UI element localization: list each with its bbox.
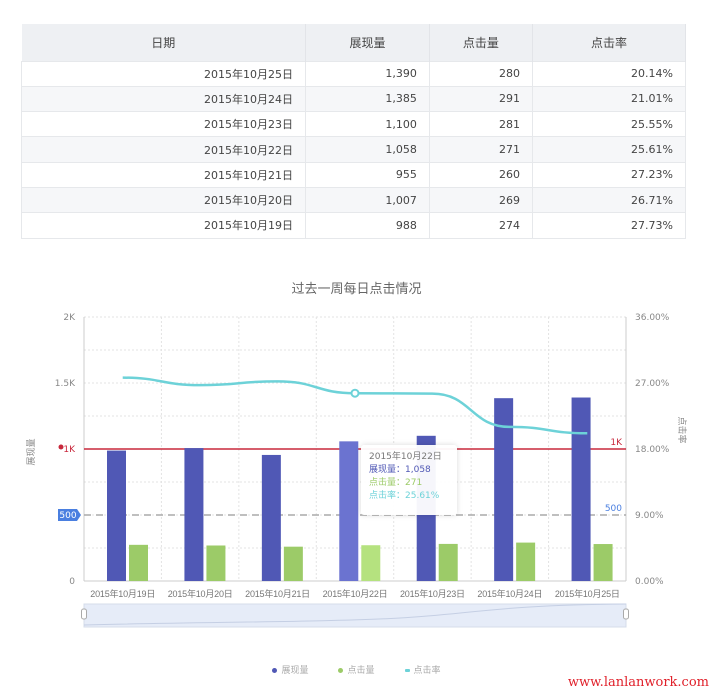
y-axis-label: 展现量 (26, 438, 37, 465)
table-cell: 274 (428, 212, 533, 239)
table-cell: 27.73% (531, 212, 687, 239)
legend: 展现量 点击量 点击率 (0, 663, 713, 676)
data-table: 日期 展现量 点击量 点击率 2015年10月25日 1,390 280 20.14% 201… (21, 24, 687, 239)
tooltip-title: 2015年10月22日 (369, 452, 442, 462)
line-ctr (122, 376, 588, 435)
table-cell: 1,100 (305, 111, 430, 138)
bar-clicks (283, 546, 303, 581)
legend-marker (272, 668, 278, 673)
x-tick-label: 2015年10月24日 (477, 588, 542, 599)
y-tick-highlight-bg (58, 509, 81, 521)
x-tick-label: 2015年10月19日 (90, 588, 155, 599)
bar-clicks (129, 544, 148, 581)
table-cell: 269 (428, 186, 533, 214)
table-cell: 1,007 (305, 186, 430, 214)
table-cell: 1,058 (305, 136, 430, 163)
table-cell: 260 (428, 161, 533, 188)
legend-marker (404, 669, 410, 672)
table-cell: 1,385 (305, 85, 430, 113)
chart-title: 过去一周每日点击情况 (291, 282, 422, 297)
bar-clicks (516, 542, 536, 581)
legend-label: 点击率 (413, 666, 441, 676)
table-cell: 20.14% (531, 60, 687, 87)
bar-impressions (184, 448, 204, 581)
y2-tick-label: 0.00% (635, 577, 664, 587)
data-zoom-handle[interactable] (81, 608, 87, 620)
table-cell: 2015年10月24日 (21, 85, 306, 113)
table-row: 2015年10月20日 1,007 269 26.71% (21, 186, 687, 214)
watermark: www.lanlanwork.com (567, 675, 709, 690)
data-zoom-preview (83, 603, 627, 626)
table-cell: 21.01% (531, 85, 687, 113)
y-tick-label: 500 (59, 511, 76, 521)
y2-tick-label: 27.00% (635, 379, 670, 389)
column-header: 展现量 (305, 24, 430, 61)
tooltip: 2015年10月22日 展现量：1,058 点击量：271 点击率：25.61% (361, 445, 457, 515)
bar-impressions (494, 398, 514, 581)
table-cell: 271 (428, 136, 533, 163)
x-tick-label: 2015年10月25日 (555, 588, 620, 599)
y-tick-label: 1K (63, 445, 76, 455)
tooltip-clicks: 点击量：271 (369, 478, 423, 488)
legend-label: 展现量 (281, 666, 309, 676)
bar-clicks (438, 543, 458, 581)
x-tick-label: 2015年10月21日 (245, 588, 310, 599)
y2-tick-label: 9.00% (635, 511, 664, 521)
legend-item-ctr[interactable]: 点击率 (404, 663, 441, 676)
table-row: 2015年10月24日 1,385 291 21.01% (21, 85, 687, 113)
table-cell: 988 (305, 212, 430, 239)
y-tick-label: 2K (63, 313, 76, 323)
y2-axis-label: 点击率 (676, 416, 688, 443)
table-row: 2015年10月19日 988 274 27.73% (21, 212, 687, 239)
table-cell: 281 (428, 111, 533, 138)
markline-pin-icon (58, 444, 64, 450)
x-tick-label: 2015年10月23日 (400, 588, 465, 599)
table-cell: 25.61% (531, 136, 687, 163)
table-cell: 955 (305, 161, 430, 188)
tooltip-impressions: 展现量：1,058 (369, 465, 431, 475)
table-cell: 2015年10月22日 (21, 136, 306, 163)
line-point-ctr (350, 388, 360, 398)
column-header: 点击量 (429, 24, 533, 61)
table-cell: 26.71% (531, 186, 687, 214)
y-tick-label: 1.5K (55, 379, 76, 389)
table-row: 2015年10月23日 1,100 281 25.55% (21, 111, 687, 138)
y2-tick-label: 36.00% (635, 313, 670, 323)
bar-impressions (261, 454, 281, 581)
table-cell: 27.23% (531, 161, 687, 188)
markline-label: 500 (605, 504, 622, 514)
bar-impressions (107, 450, 126, 581)
legend-label: 点击量 (347, 666, 375, 676)
bar-clicks (206, 545, 226, 581)
bar-impressions (571, 397, 591, 581)
table-cell: 2015年10月21日 (21, 161, 306, 188)
markline-label: 1K (610, 438, 623, 448)
legend-marker (338, 668, 344, 673)
column-header: 点击率 (532, 24, 687, 61)
legend-item-clicks[interactable]: 点击量 (338, 663, 375, 676)
bar-clicks (361, 545, 381, 581)
table-header: 日期 展现量 点击量 点击率 (21, 24, 687, 61)
table-cell: 2015年10月19日 (21, 212, 306, 239)
bar-impressions (339, 441, 359, 581)
legend-item-impressions[interactable]: 展现量 (272, 663, 308, 676)
x-tick-label: 2015年10月22日 (323, 588, 388, 599)
y-tick-label: 0 (69, 577, 75, 587)
table-cell: 25.55% (531, 111, 687, 138)
y2-tick-label: 18.00% (635, 445, 670, 455)
tooltip-ctr: 点击率：25.61% (369, 491, 440, 501)
table-row: 2015年10月21日 955 260 27.23% (21, 161, 687, 188)
table-row: 2015年10月22日 1,058 271 25.61% (21, 136, 687, 163)
table-cell: 2015年10月20日 (21, 186, 306, 214)
x-tick-label: 2015年10月20日 (168, 588, 233, 599)
data-zoom-handle[interactable] (623, 608, 629, 620)
table-cell: 2015年10月25日 (21, 60, 306, 87)
column-header: 日期 (21, 24, 306, 61)
bar-clicks (593, 544, 613, 581)
table-cell: 2015年10月23日 (21, 111, 306, 138)
